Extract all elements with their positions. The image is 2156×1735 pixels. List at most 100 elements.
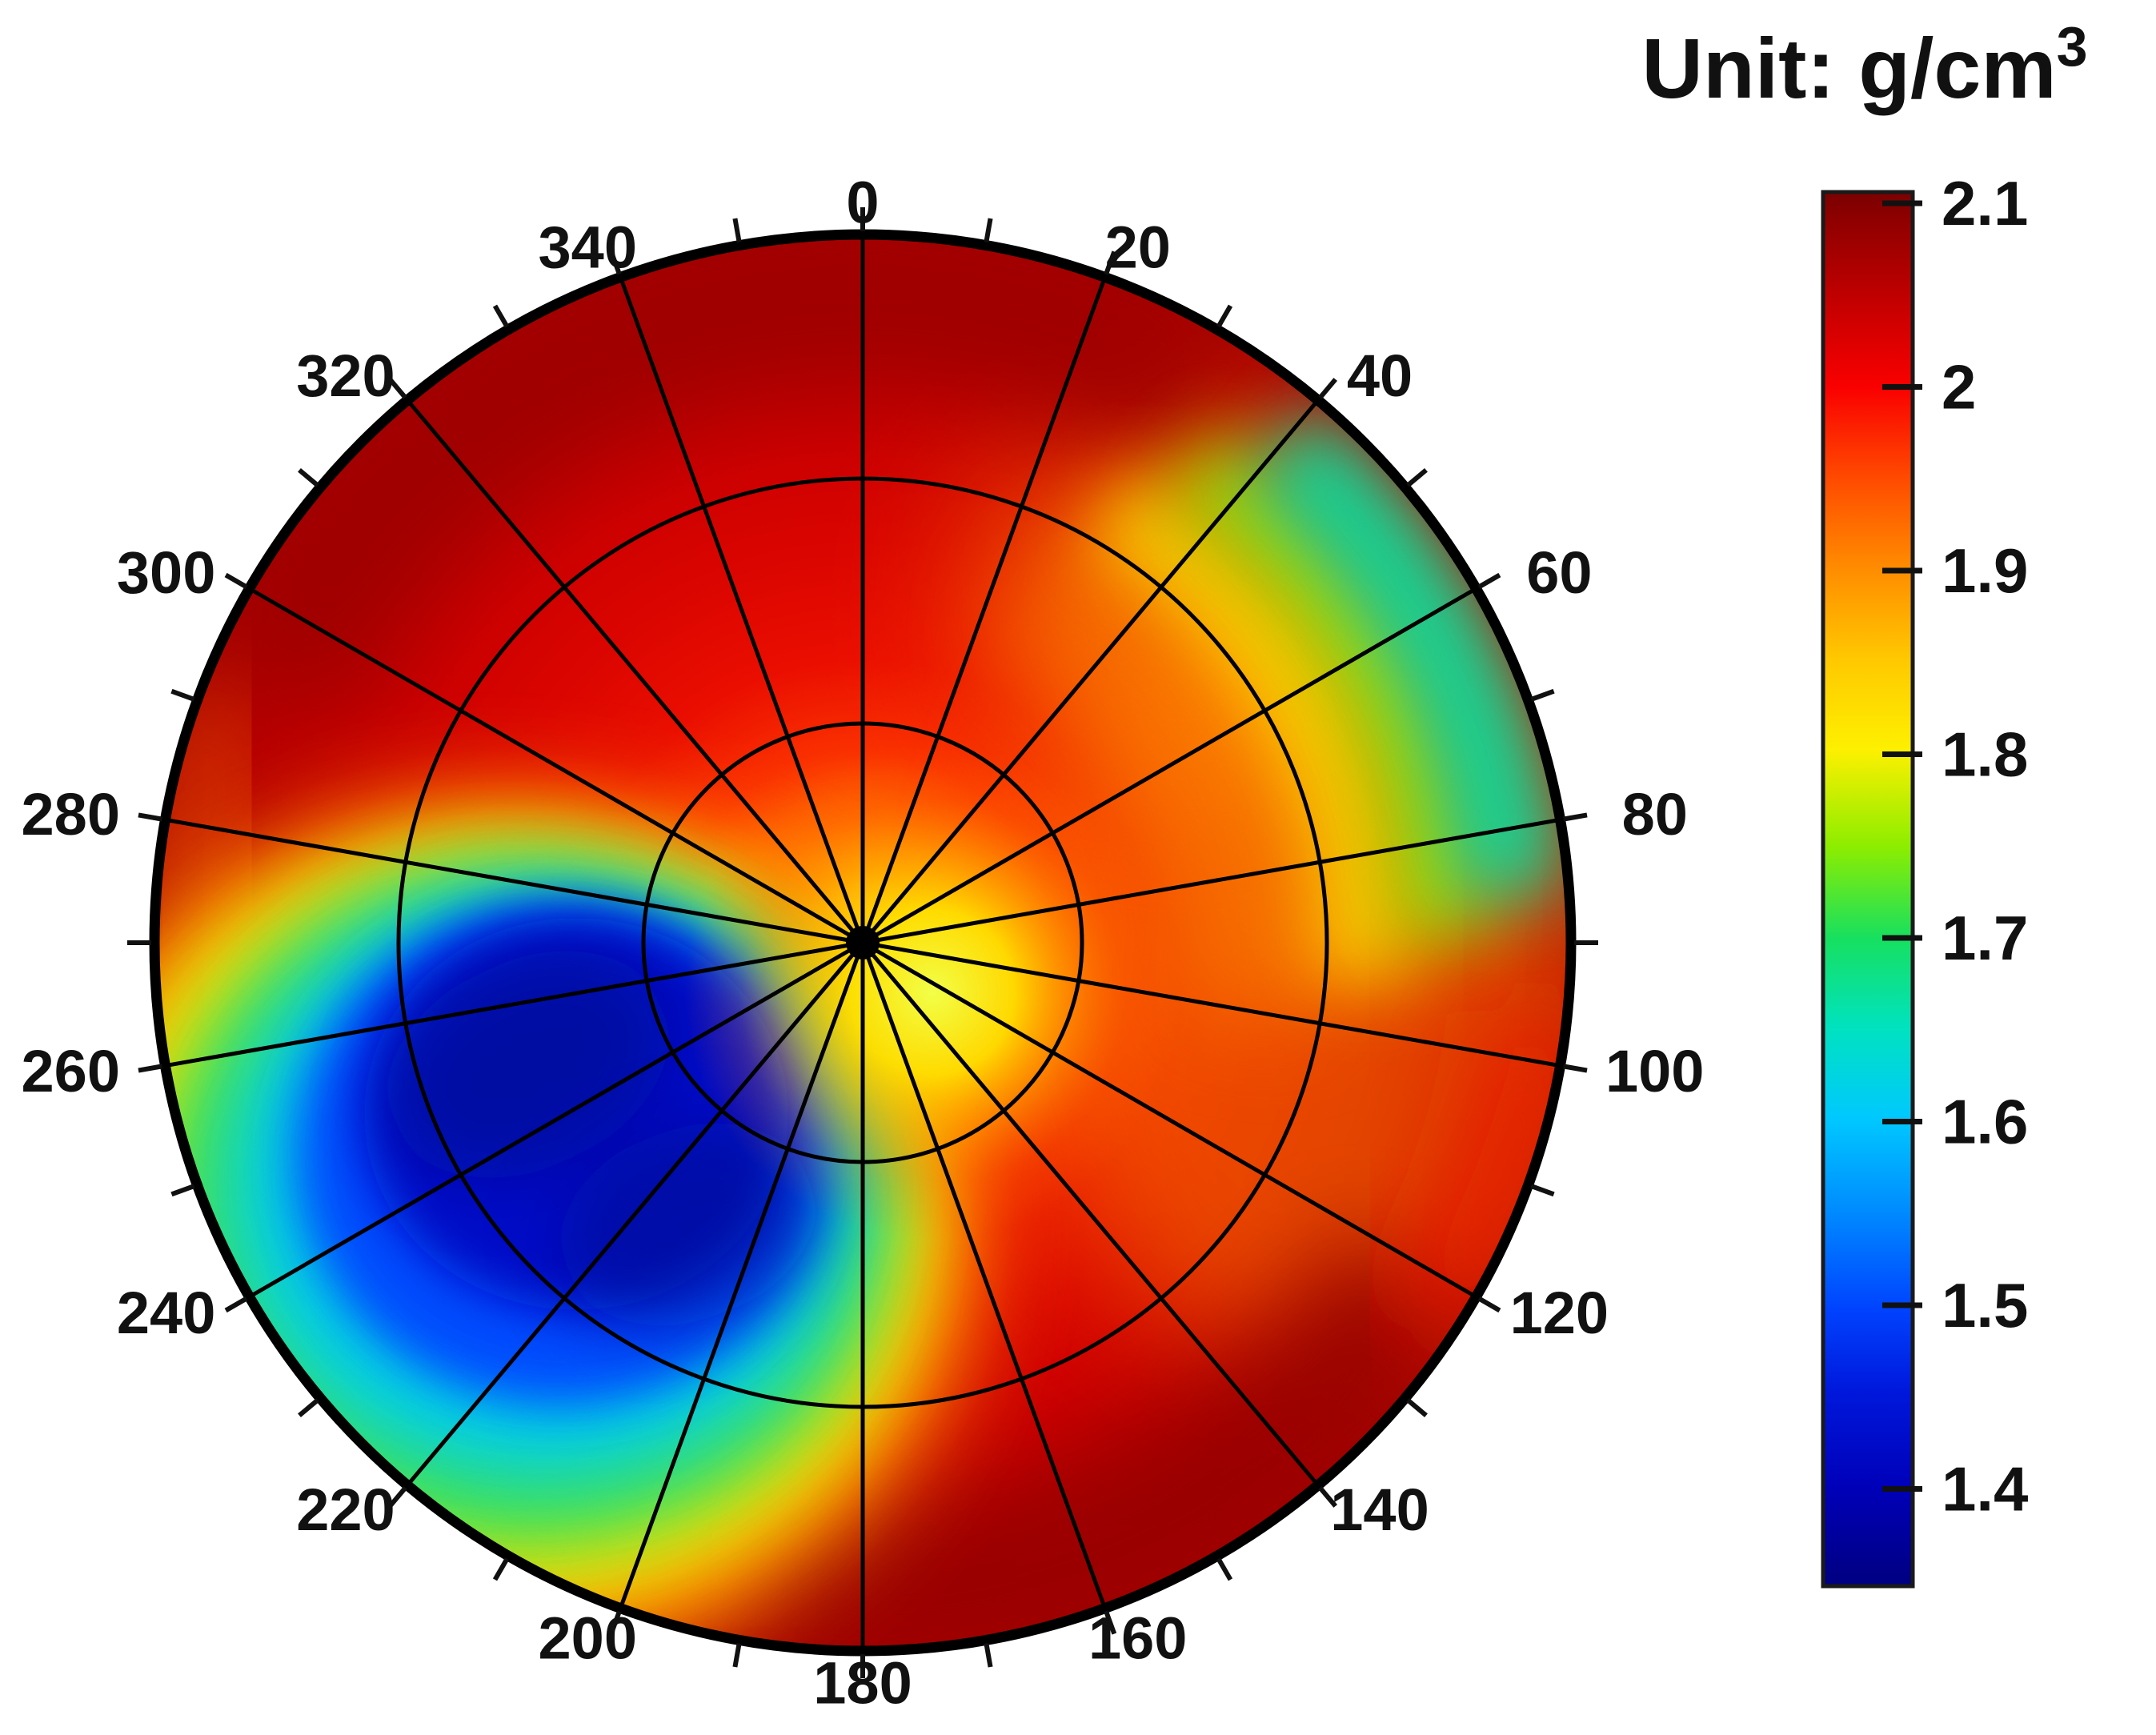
colorbar-label-1.7: 1.7 <box>1942 903 2028 973</box>
angle-tick-350 <box>732 218 742 243</box>
angle-label-40: 40 <box>1347 343 1413 409</box>
angle-tick-10 <box>984 218 993 243</box>
band-orange-upper-right <box>993 523 1321 1031</box>
angle-tick-120 <box>1477 1296 1501 1313</box>
angle-label-80: 80 <box>1622 781 1688 847</box>
colorbar-label-1.8: 1.8 <box>1942 719 2028 790</box>
band-yellow-upper-right <box>1079 463 1411 991</box>
angle-label-280: 280 <box>22 781 120 847</box>
angle-tick-310 <box>298 467 319 487</box>
grid-spoke-40 <box>861 399 1320 944</box>
grid-spoke-260 <box>165 940 864 1068</box>
grid-ring-2 <box>396 476 1329 1409</box>
angle-label-240: 240 <box>117 1280 215 1346</box>
grid-spoke-20 <box>860 276 1108 944</box>
grid-spoke-320 <box>406 399 864 944</box>
angle-tick-300 <box>224 572 248 590</box>
grid-spoke-60 <box>861 587 1477 945</box>
angle-label-160: 160 <box>1088 1605 1187 1672</box>
angle-tick-40 <box>1318 378 1338 399</box>
grid-spoke-120 <box>861 940 1477 1299</box>
angle-tick-240 <box>224 1296 248 1313</box>
angle-labels: 0 20 40 60 80 100 120 140 160 180 200 220 240 260 280 3… <box>22 170 1705 1717</box>
angle-label-200: 200 <box>539 1605 637 1672</box>
colorbar-gradient-bar <box>1821 190 1915 1589</box>
center-dot <box>846 926 880 960</box>
rim-dark-bottom-right <box>723 1231 1487 1653</box>
basin-core-dark-1 <box>387 951 670 1178</box>
grid-spoke-280 <box>165 817 864 945</box>
angle-label-300: 300 <box>117 539 215 606</box>
rim-red-right <box>1377 1007 1573 1357</box>
angle-label-140: 140 <box>1330 1477 1429 1543</box>
grid-spoke-200 <box>618 942 865 1609</box>
angle-label-260: 260 <box>22 1038 120 1104</box>
rim-orange-left <box>153 682 275 922</box>
angle-tick-110 <box>1530 1184 1555 1197</box>
angle-tick-220 <box>387 1486 407 1508</box>
grid-spoke-140 <box>861 941 1320 1487</box>
grid-spoke-100 <box>862 940 1561 1068</box>
angle-label-340: 340 <box>539 214 637 280</box>
grid-spoke-220 <box>406 941 864 1487</box>
angle-label-60: 60 <box>1526 539 1592 606</box>
angle-tick-210 <box>492 1557 510 1581</box>
grid-spoke-340 <box>618 276 865 944</box>
angle-tick-170 <box>984 1642 993 1668</box>
angle-tick-130 <box>1406 1398 1428 1418</box>
band-yellowgreen-upper-right <box>1160 425 1487 944</box>
angle-ticks <box>127 207 1598 1678</box>
angle-tick-100 <box>1562 1064 1588 1073</box>
angle-tick-260 <box>138 1064 163 1073</box>
angle-tick-160 <box>1104 1610 1117 1635</box>
angle-label-20: 20 <box>1105 214 1171 280</box>
grid-ring-1 <box>641 721 1084 1164</box>
angle-tick-340 <box>608 250 622 275</box>
angle-tick-80 <box>1562 812 1588 822</box>
polar-heatmap: 0 20 40 60 80 100 120 140 160 180 200 220 240 260 280 3… <box>22 170 1705 1717</box>
basin-core-dark-2 <box>559 1123 817 1326</box>
angle-tick-290 <box>170 688 195 702</box>
angle-label-100: 100 <box>1605 1038 1704 1104</box>
colorbar: 2.1 2 1.9 1.8 1.7 1.6 1.5 1.4 <box>1821 168 2028 1589</box>
colorbar-label-1.4: 1.4 <box>1942 1454 2028 1525</box>
angle-tick-230 <box>298 1398 319 1418</box>
colorbar-label-2.1: 2.1 <box>1942 168 2028 238</box>
angle-tick-30 <box>1216 304 1233 328</box>
colorbar-label-1.6: 1.6 <box>1942 1087 2028 1157</box>
grid-spoke-300 <box>248 587 864 945</box>
angle-tick-190 <box>732 1642 742 1668</box>
angle-tick-20 <box>1104 250 1117 275</box>
angle-tick-150 <box>1216 1557 1233 1581</box>
grid-spoke-80 <box>862 817 1561 945</box>
angle-label-180: 180 <box>813 1650 912 1717</box>
unit-title-superscript: 3 <box>2057 15 2088 78</box>
band-teal-upper-right <box>1245 403 1565 902</box>
unit-title: Unit: g/cm3 <box>1641 15 2087 116</box>
polar-grid <box>149 229 1577 1657</box>
angle-label-0: 0 <box>846 170 879 236</box>
angle-label-320: 320 <box>296 343 395 409</box>
colorbar-ticks: 2.1 2 1.9 1.8 1.7 1.6 1.5 1.4 <box>1882 168 2028 1525</box>
grid-spoke-160 <box>860 942 1108 1609</box>
angle-tick-60 <box>1477 572 1501 590</box>
angle-tick-200 <box>608 1610 622 1635</box>
angle-tick-70 <box>1530 688 1555 702</box>
angle-label-220: 220 <box>296 1477 395 1543</box>
rim-dark-top <box>197 233 1249 715</box>
colorbar-label-1.9: 1.9 <box>1942 535 2028 606</box>
grid-spoke-240 <box>248 940 864 1299</box>
grid-outer-circle <box>149 229 1577 1657</box>
angle-tick-320 <box>387 378 407 399</box>
unit-title-main: Unit: g/cm <box>1641 22 2056 116</box>
colorbar-label-2: 2 <box>1942 352 1976 423</box>
angle-tick-50 <box>1406 467 1428 487</box>
angle-tick-140 <box>1318 1486 1338 1508</box>
angle-tick-250 <box>170 1184 195 1197</box>
colorbar-label-1.5: 1.5 <box>1942 1270 2028 1340</box>
center-glow <box>684 744 1180 1240</box>
angle-tick-280 <box>138 812 163 822</box>
angle-tick-330 <box>492 304 510 328</box>
angle-label-120: 120 <box>1510 1280 1609 1346</box>
